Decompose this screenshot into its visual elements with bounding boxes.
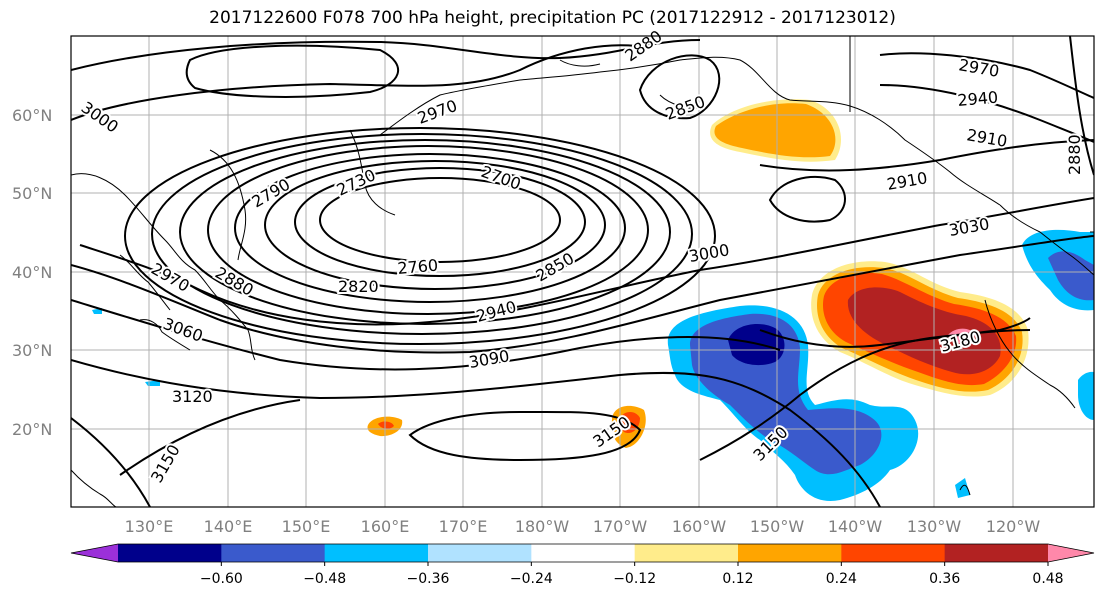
contour-label: 2880 [621,26,665,65]
lon-label: 150°E [282,517,331,536]
lon-label: 180°W [515,517,570,536]
contour-label: 2880 [1065,134,1084,175]
lon-label: 130°W [907,517,962,536]
lat-label: 50°N [12,184,52,203]
contour-label: 3000 [78,98,122,137]
contour-label: 2730 [334,165,379,199]
contour-label: 3060 [161,314,206,346]
colorbar-extend-low [71,544,118,562]
contour-label: 2880 [212,263,257,300]
colorbar-tick-label: 0.12 [722,571,753,587]
colorbar-box [531,544,636,562]
latitude-labels: 60°N 50°N 40°N 30°N 20°N [12,106,52,439]
colorbar-box [634,544,739,562]
colorbar-tick-label: −0.60 [200,571,243,587]
colorbar: −0.60 −0.48 −0.36 −0.24 −0.12 0.12 0.24 0.36 0.4… [70,543,1095,587]
contour-label: 2700 [479,162,524,194]
lon-label: 160°W [672,517,727,536]
colorbar-tick-label: −0.48 [303,571,346,587]
contour-label: 2910 [885,168,928,194]
colorbar-tick-label: 0.36 [929,571,960,587]
colorbar-box [221,544,326,562]
colorbar-tick-label: −0.36 [407,571,450,587]
lat-label: 40°N [12,263,52,282]
lon-label: 120°W [986,517,1041,536]
contour-label: 3000 [687,240,730,266]
colorbar-tick-label: −0.24 [510,571,553,587]
contour-label: 2910 [965,125,1008,151]
contour-label: 3030 [947,214,990,240]
contour-label: 2940 [957,88,999,110]
colorbar-tick-label: 0.24 [826,571,857,587]
contour-label: 3120 [172,387,213,406]
contour-label: 2760 [397,256,439,278]
contour-label: 2940 [474,297,518,326]
height-contours [71,36,1094,507]
contour-label: 2820 [338,277,379,296]
colorbar-box [118,544,222,562]
lat-label: 30°N [12,341,52,360]
colorbar-box [428,544,532,562]
chart-title: 2017122600 F078 700 hPa height, precipit… [209,8,896,28]
colorbar-box [841,544,946,562]
lon-label: 140°E [204,517,253,536]
lat-label: 60°N [12,106,52,125]
colorbar-box [324,544,429,562]
colorbar-tick-label: −0.12 [613,571,656,587]
lon-label: 170°W [593,517,648,536]
lon-label: 150°W [750,517,805,536]
contour-label: 2970 [415,96,460,128]
contour-label: 3150 [147,441,184,486]
colorbar-outline [70,543,1095,563]
contour-label: 2790 [249,175,294,212]
lon-label: 130°E [125,517,174,536]
contour-label: 2970 [957,55,1000,81]
lon-label: 140°W [828,517,883,536]
map-frame [70,35,1095,508]
colorbar-box [944,544,1049,562]
longitude-labels: 130°E 140°E 150°E 160°E 170°E 180°W 170°… [125,517,1041,536]
lon-label: 160°E [361,517,410,536]
colorbar-tick-label: 0.48 [1032,571,1063,587]
coastlines [71,36,1094,507]
lat-label: 20°N [12,420,52,439]
lon-label: 170°E [439,517,488,536]
colorbar-extend-high [1048,544,1094,562]
colorbar-box [738,544,842,562]
